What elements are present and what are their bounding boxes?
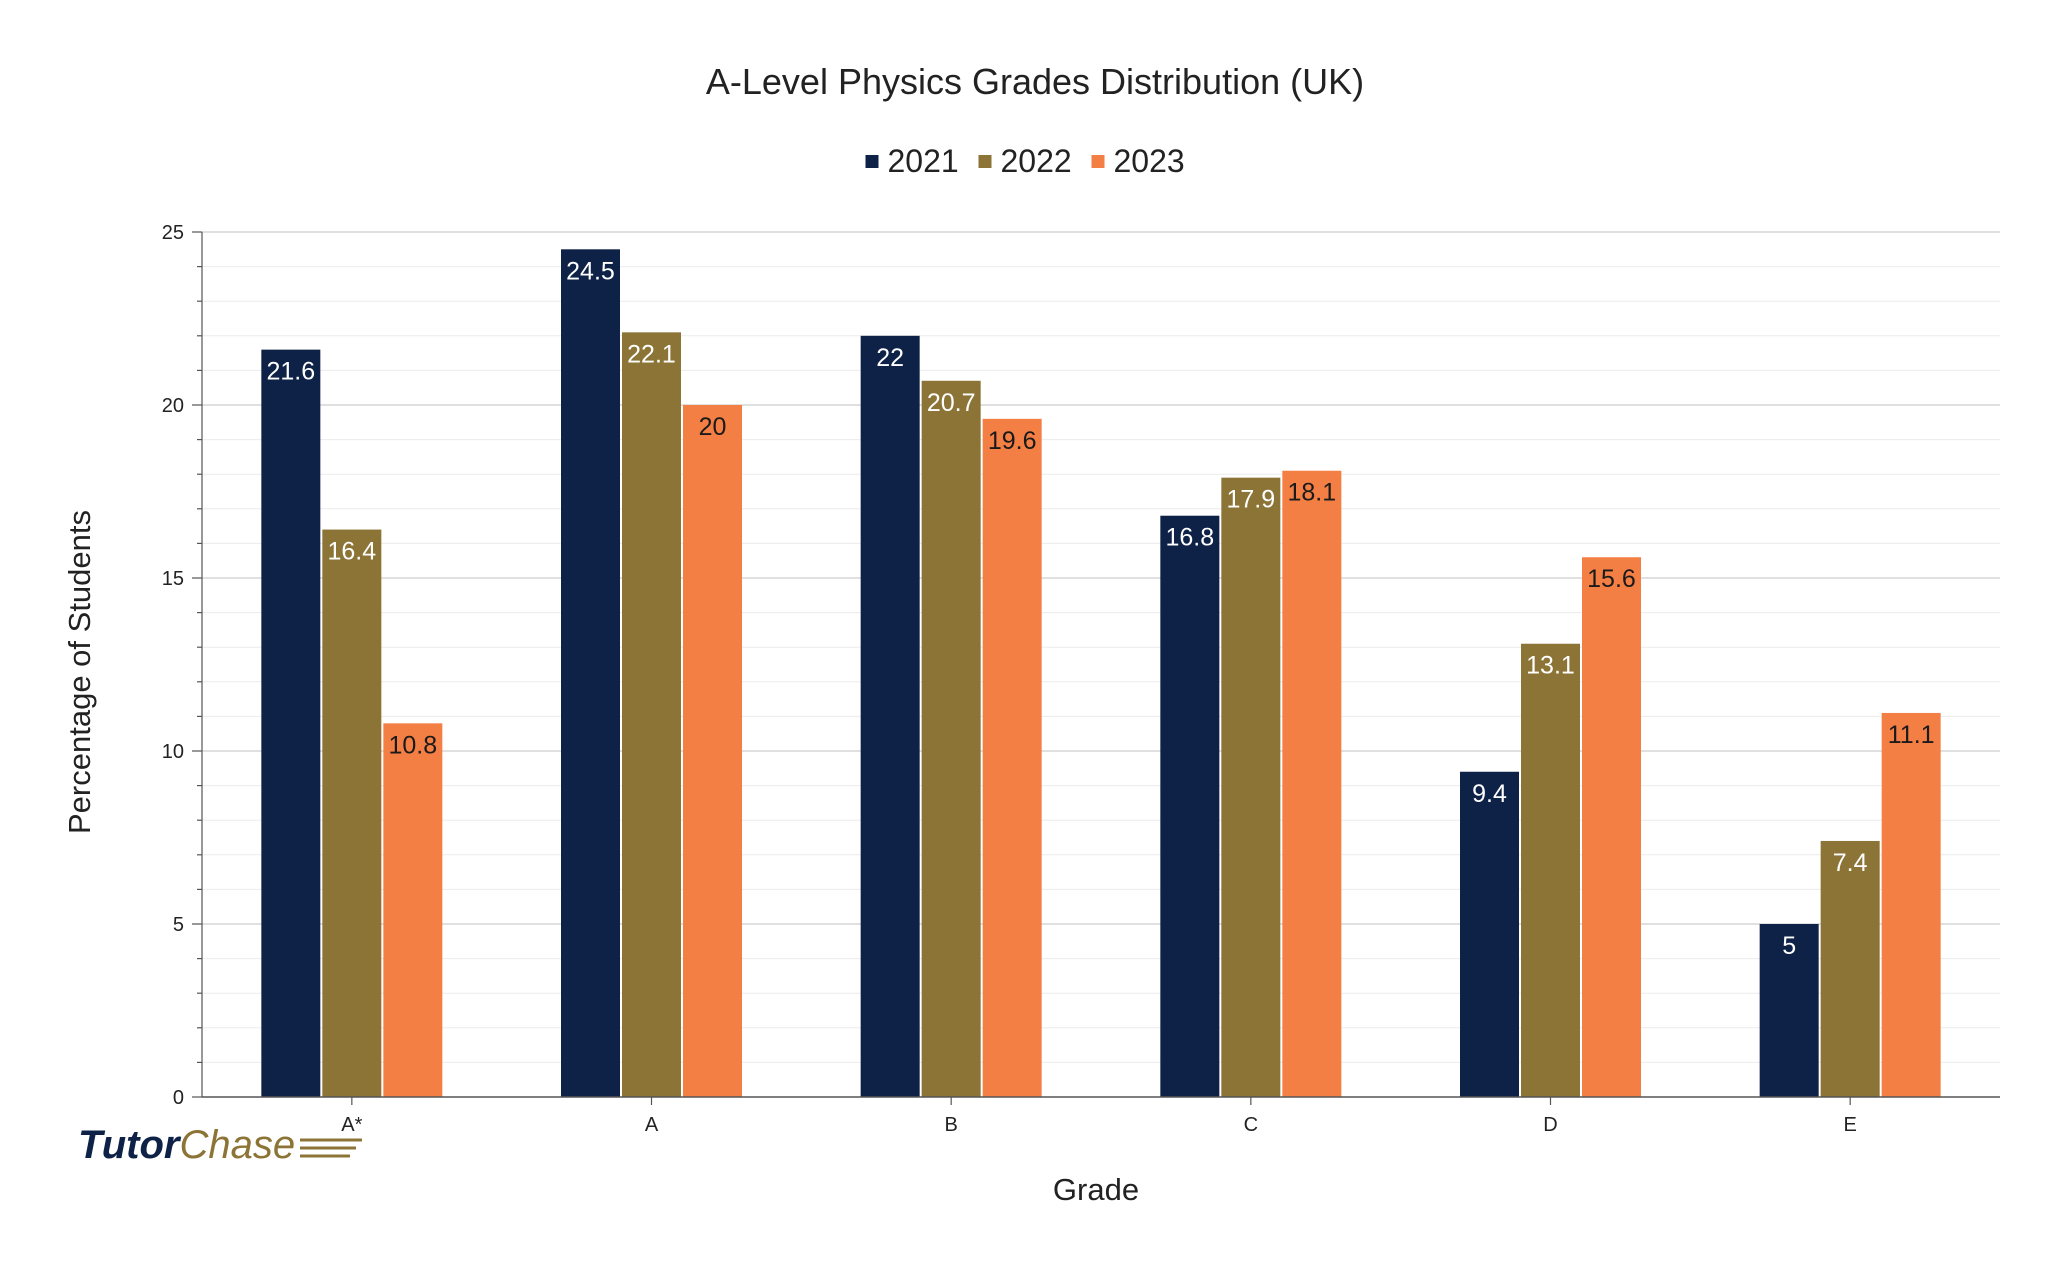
x-tick-label: A* [341, 1114, 362, 1136]
bar-value-label: 22.1 [627, 340, 676, 368]
bar-value-label: 7.4 [1833, 849, 1868, 877]
bar-2022-E [1820, 840, 1880, 1097]
bar-value-label: 10.8 [388, 731, 437, 759]
bar-2023-C [1282, 470, 1342, 1097]
y-tick-label: 5 [173, 914, 184, 936]
bar-value-label: 5 [1782, 932, 1796, 960]
bar-2021-A* [261, 349, 321, 1097]
tutorchase-logo: TutorChase [78, 1123, 362, 1167]
legend-swatch [978, 155, 992, 168]
speed-lines-icon [300, 1138, 362, 1158]
bar-2023-A* [383, 723, 443, 1097]
x-axis: A* A B C D E [202, 1096, 2000, 1136]
bar-2022-A [622, 332, 681, 1098]
gridlines [202, 231, 2000, 1063]
bar-value-label: 21.6 [266, 358, 315, 386]
x-tick-label: A [645, 1114, 659, 1136]
bar-2022-B [921, 380, 981, 1097]
bar-value-label: 22 [876, 344, 904, 372]
legend-label: 2022 [1001, 143, 1072, 179]
y-tick-label: 10 [162, 741, 184, 763]
y-axis-label: Percentage of Students [62, 510, 97, 834]
bar-value-label: 16.4 [327, 538, 376, 566]
bar-2021-D [1460, 771, 1519, 1097]
bar-2023-D [1582, 557, 1641, 1097]
x-tick-label: D [1543, 1114, 1557, 1136]
bar-2021-A [561, 249, 620, 1098]
bar-2021-B [860, 335, 920, 1097]
bar-2021-E [1759, 924, 1819, 1097]
bar-2022-D [1521, 643, 1580, 1097]
bar-2023-B [982, 418, 1042, 1098]
bar-2022-A* [322, 529, 382, 1097]
y-tick-label: 0 [173, 1087, 184, 1109]
x-axis-label: Grade [1053, 1172, 1139, 1207]
bars: 21.6 24.5 22 16.8 9.4 5 16.4 22.1 20.7 17.9 13.1 7.… [261, 249, 1941, 1098]
svg-text:TutorChase: TutorChase [78, 1123, 295, 1167]
bar-2023-E [1881, 712, 1941, 1097]
bar-value-label: 13.1 [1526, 652, 1575, 680]
bar-2022-C [1221, 477, 1281, 1097]
y-tick-label: 25 [162, 222, 184, 244]
bar-value-label: 11.1 [1888, 721, 1935, 749]
logo-text-tutor: Tutor [78, 1123, 182, 1167]
y-tick-label: 15 [162, 568, 184, 590]
x-tick-label: B [944, 1114, 957, 1136]
bar-value-label: 20.7 [927, 389, 976, 417]
legend-label: 2023 [1114, 143, 1185, 179]
legend-swatch [1091, 155, 1105, 168]
logo-text-chase: Chase [179, 1123, 295, 1167]
bar-value-label: 20 [699, 413, 727, 441]
bar-2023-A [683, 405, 742, 1097]
chart-title: A-Level Physics Grades Distribution (UK) [706, 61, 1364, 102]
bar-value-label: 9.4 [1472, 780, 1507, 808]
bar-2021-C [1160, 515, 1220, 1097]
y-tick-label: 20 [162, 395, 184, 417]
bar-value-label: 15.6 [1587, 565, 1636, 593]
x-tick-label: C [1244, 1114, 1258, 1136]
legend-swatch [865, 155, 879, 168]
legend: 2021 2022 2023 [865, 143, 1185, 179]
bar-value-label: 17.9 [1226, 486, 1275, 514]
x-tick-label: E [1843, 1114, 1856, 1136]
bar-value-label: 18.1 [1287, 479, 1336, 507]
legend-label: 2021 [888, 143, 959, 179]
bar-value-label: 24.5 [566, 257, 615, 285]
bar-value-label: 19.6 [988, 427, 1037, 455]
bar-value-label: 16.8 [1165, 524, 1214, 552]
y-axis: 0 5 10 15 20 25 [162, 222, 203, 1109]
